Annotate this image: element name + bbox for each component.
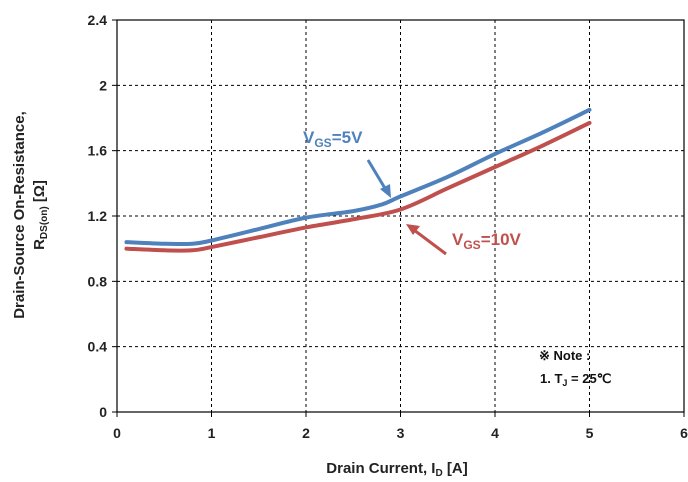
x-axis-title-main: Drain Current, I [326, 460, 435, 477]
series-label-rest: =5V [332, 128, 363, 147]
x-axis-title-sub: D [435, 468, 442, 479]
series-label-sub: GS [314, 136, 331, 150]
x-tick-label: 4 [491, 425, 499, 441]
series-label-main: V [452, 230, 464, 249]
y-tick-label: 1.2 [88, 208, 108, 224]
svg-text:1. TJ = 25℃: 1. TJ = 25℃ [540, 371, 611, 388]
x-tick-label: 1 [208, 425, 216, 441]
y-axis-title-sub: DS(on) [39, 206, 50, 239]
arrowhead-vgs-10v [406, 224, 420, 235]
series-line-vgs-5v [124, 107, 592, 247]
note-line-2-main: 1. T [540, 371, 562, 386]
y-tick-label: 0 [99, 404, 107, 420]
y-axis-title: Drain-Source On-Resistance, RDS(on) [Ω] [11, 111, 50, 319]
x-axis-title: Drain Current, ID [A] [326, 460, 467, 479]
svg-text:VGS=10V: VGS=10V [452, 230, 522, 252]
x-tick-label: 5 [586, 425, 594, 441]
tick-labels: 0 1 2 3 4 5 6 0 0.4 0.8 1.2 1.6 2 2.4 [88, 12, 688, 441]
series-label-vgs-5v: VGS=5V [303, 128, 391, 198]
series-label-rest: =10V [481, 230, 522, 249]
series-label-vgs-10v: VGS=10V [406, 224, 522, 256]
grid-lines [117, 20, 684, 412]
note-line-1: ※ Note : [539, 348, 590, 363]
y-tick-label: 0.4 [88, 339, 108, 355]
arrow-vgs-5v [366, 159, 388, 191]
y-axis-title-main: R [31, 239, 48, 250]
series-lines [124, 107, 592, 253]
y-tick-label: 2 [99, 77, 107, 93]
y-axis-title-unit: [Ω] [31, 180, 48, 206]
series-line-vgs-10v [124, 120, 592, 253]
x-axis-title-unit: [A] [443, 460, 468, 477]
note-box: ※ Note : 1. TJ = 25℃ [539, 348, 611, 388]
x-tick-label: 2 [302, 425, 310, 441]
svg-text:VGS=5V: VGS=5V [303, 128, 363, 150]
note-line-2-sub: J [562, 378, 567, 388]
x-tick-label: 3 [397, 425, 405, 441]
y-axis-title-line-1: Drain-Source On-Resistance, [11, 111, 28, 319]
series-label-main: V [303, 128, 315, 147]
y-tick-label: 0.8 [88, 273, 108, 289]
arrowhead-vgs-5v [380, 184, 391, 198]
x-tick-label: 0 [113, 425, 121, 441]
arrow-vgs-10v [413, 228, 447, 256]
note-line-2-rest: = 25℃ [567, 371, 611, 386]
y-tick-label: 2.4 [88, 12, 108, 28]
x-tick-label: 6 [680, 425, 688, 441]
y-tick-label: 1.6 [88, 143, 108, 159]
series-label-sub: GS [463, 238, 480, 252]
svg-text:RDS(on) [Ω]: RDS(on) [Ω] [31, 180, 50, 250]
